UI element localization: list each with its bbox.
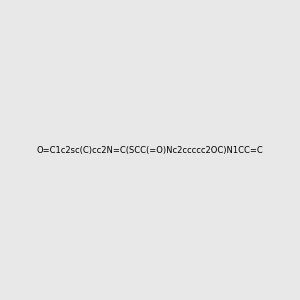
Text: O=C1c2sc(C)cc2N=C(SCC(=O)Nc2ccccc2OC)N1CC=C: O=C1c2sc(C)cc2N=C(SCC(=O)Nc2ccccc2OC)N1C… <box>37 146 263 154</box>
